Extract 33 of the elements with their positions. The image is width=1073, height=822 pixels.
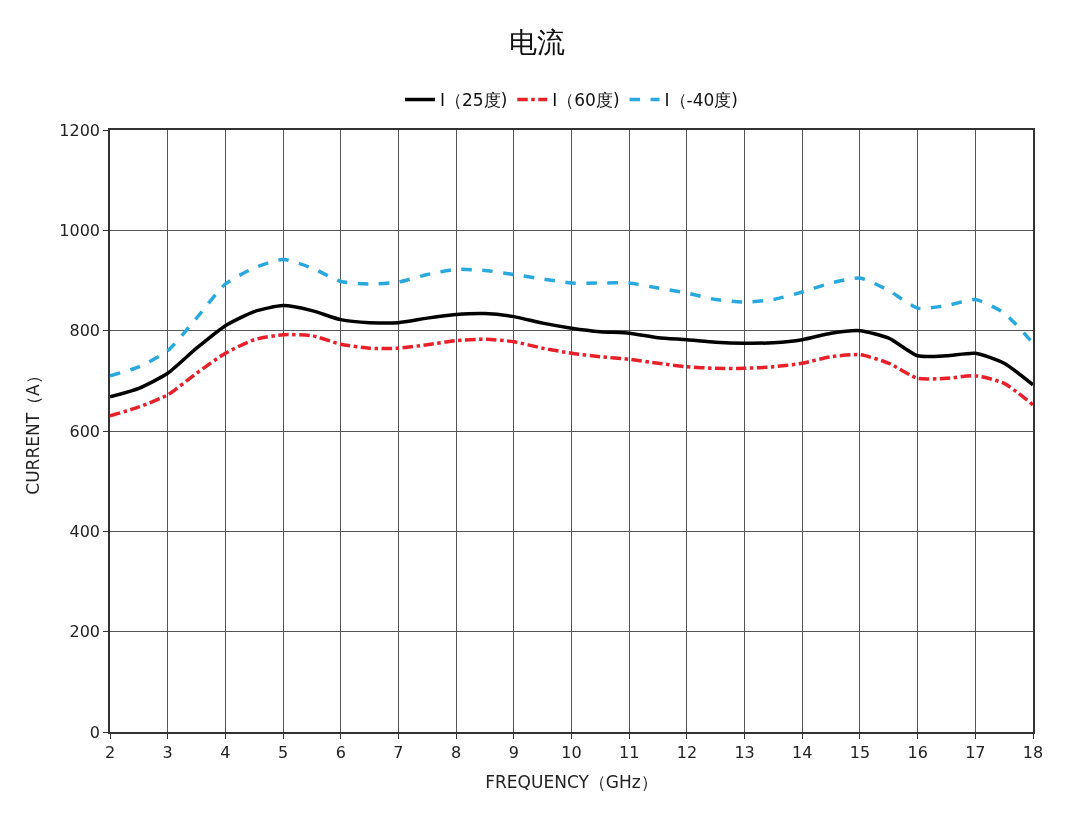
x-tick-label: 11 <box>619 742 640 762</box>
x-tick-label: 16 <box>907 742 928 762</box>
x-tick-label: 7 <box>393 742 404 762</box>
y-tick-label: 600 <box>69 421 101 441</box>
y-axis-title: CURRENT（A） <box>23 367 44 495</box>
x-tick-label: 18 <box>1022 742 1044 762</box>
legend-label: I（60度) <box>552 90 620 111</box>
x-tick-label: 15 <box>849 742 871 762</box>
chart-title: 电流 <box>508 26 565 60</box>
legend-label: I（25度) <box>440 90 508 111</box>
x-tick-label: 3 <box>162 742 173 762</box>
x-tick-label: 2 <box>104 742 116 762</box>
x-tick-label: 9 <box>508 742 519 762</box>
line-series <box>110 303 1033 399</box>
y-tick-label: 800 <box>69 321 101 341</box>
line-series <box>110 257 1033 378</box>
x-tick-label: 13 <box>734 742 755 762</box>
y-tick-label: 1000 <box>59 220 101 240</box>
x-tick-label: 12 <box>676 742 698 762</box>
line-series <box>110 332 1033 418</box>
y-tick-label: 400 <box>69 521 101 541</box>
x-tick-label: 17 <box>965 742 986 762</box>
x-tick-label: 5 <box>277 742 289 762</box>
y-tick-label: 0 <box>89 722 101 742</box>
y-tick-label: 200 <box>69 622 101 642</box>
x-axis-title: FREQUENCY（GHz） <box>485 771 658 792</box>
x-tick-label: 10 <box>561 742 582 762</box>
x-tick-label: 8 <box>451 742 462 762</box>
x-tick-label: 4 <box>220 742 231 762</box>
x-tick-label: 14 <box>792 742 813 762</box>
y-tick-label: 1200 <box>59 120 101 140</box>
legend-label: I（-40度) <box>664 90 738 111</box>
x-tick-label: 6 <box>335 742 346 762</box>
